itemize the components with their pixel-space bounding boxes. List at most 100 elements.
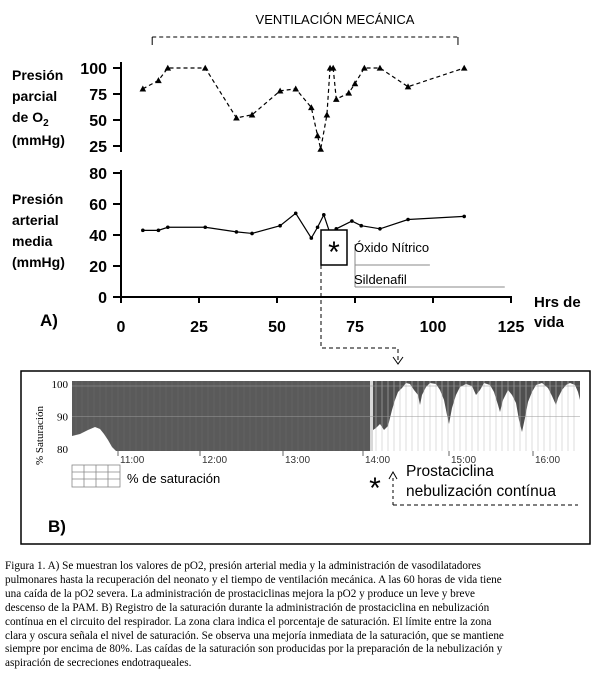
pam-point — [156, 228, 161, 233]
po2-point — [276, 87, 284, 94]
pam-y-ticks: 80 60 40 20 0 — [89, 166, 121, 307]
pam-point — [309, 236, 314, 240]
pam-ylabel-line-1: Presión — [12, 191, 63, 207]
prostacyclin-label-line-1: Prostaciclina — [406, 463, 494, 480]
po2-point — [361, 64, 368, 71]
po2-point — [404, 83, 412, 90]
po2-ylabel-subscript: 2 — [43, 118, 49, 129]
monitor-left-dark — [72, 381, 371, 451]
pam-xtick-label: 25 — [190, 319, 208, 336]
pam-point — [166, 225, 170, 230]
caption-line-4: descenso de la PAM. B) Registro de la sa… — [5, 601, 490, 614]
caption-line-3: una caída de la pO2 severa. La administr… — [5, 587, 476, 600]
pam-xtick-label: 0 — [117, 319, 126, 336]
connector-arrowhead — [392, 356, 404, 365]
pam-point — [203, 225, 208, 230]
po2-ylabel-line-3: de O2 — [12, 109, 49, 129]
ventilation-label: VENTILACIÓN MECÁNICA — [256, 12, 415, 27]
pam-xtick-label: 75 — [346, 319, 364, 336]
po2-ytick-label: 50 — [89, 113, 107, 130]
monitor-strip — [72, 381, 580, 451]
saturation-xtick-label: 11:00 — [120, 455, 145, 466]
pam-series — [141, 211, 467, 240]
asterisk-box — [320, 229, 348, 266]
panel-b-asterisk: * — [369, 472, 381, 505]
po2-point — [314, 132, 321, 139]
pam-line — [142, 212, 465, 240]
po2-point — [233, 114, 240, 121]
pam-ytick-label: 60 — [89, 197, 107, 214]
pam-point — [315, 225, 320, 230]
po2-ylabel-line-1: Presión — [12, 67, 63, 83]
po2-point — [139, 85, 147, 92]
saturation-x-ticks: 11:00 12:00 13:00 14:00 15:00 16:00 — [117, 451, 560, 466]
pam-xtick-label: 125 — [498, 319, 525, 336]
po2-ylabel-line-2: parcial — [12, 88, 57, 104]
po2-point — [292, 85, 300, 92]
nitric-oxide-label: Óxido Nítrico — [354, 240, 429, 255]
po2-point — [201, 64, 209, 71]
saturation-y-ticks: 100 90 80 — [52, 379, 69, 456]
saturation-xtick-label: 16:00 — [535, 455, 560, 466]
po2-line — [142, 67, 465, 150]
pam-ytick-label: 0 — [98, 290, 107, 307]
caption-line-6: clara y oscura señala el nivel de satura… — [5, 629, 504, 642]
prostacyclin-label-line-2: nebulización contínua — [406, 483, 556, 500]
pam-point — [322, 213, 326, 217]
po2-point — [308, 104, 315, 111]
po2-ytick-label: 75 — [89, 87, 107, 104]
caption-line-7: siempre por encima de 80%. Las caídas de… — [5, 643, 503, 656]
panel-b-label: B) — [48, 517, 66, 536]
pam-point — [293, 211, 298, 216]
pam-ylabel: Presión arterial media (mmHg) — [12, 191, 65, 270]
saturation-ytick-label: 80 — [57, 444, 69, 456]
po2-point — [376, 64, 384, 71]
pam-xlabel-line-1: Hrs de — [534, 294, 581, 311]
pam-point — [462, 214, 467, 219]
pam-ylabel-line-2: arterial — [12, 212, 59, 228]
po2-point — [332, 95, 340, 102]
po2-point — [351, 80, 359, 87]
po2-point — [155, 77, 162, 84]
pam-xtick-label: 50 — [268, 319, 286, 336]
prostacyclin-arrowhead — [388, 470, 398, 480]
saturation-ylabel: % Saturación — [34, 406, 46, 465]
pam-point — [234, 230, 239, 234]
po2-point — [317, 145, 324, 152]
pam-point — [406, 217, 410, 222]
saturation-xtick-label: 14:00 — [365, 455, 390, 466]
saturation-light-right — [373, 383, 580, 451]
pam-x-ticks: 0 25 50 75 100 125 — [117, 297, 525, 336]
pam-point — [359, 223, 364, 228]
po2-ylabel-line-3-main: de O — [12, 109, 43, 125]
sildenafil-label: Sildenafil — [354, 272, 407, 287]
pam-ytick-label: 20 — [89, 259, 107, 276]
caption-line-2: pulmonares hasta la recuperación del neo… — [5, 573, 502, 586]
po2-point — [323, 111, 331, 118]
po2-ytick-label: 100 — [80, 61, 107, 78]
caption-line-8: aspiración de secreciones endotraqueales… — [5, 657, 192, 670]
figure-canvas: VENTILACIÓN MECÁNICA Presión parcial de … — [12, 12, 591, 545]
po2-point — [460, 64, 468, 71]
saturation-light-left — [72, 427, 116, 451]
treatment-lines — [354, 244, 505, 288]
po2-point — [329, 64, 337, 71]
pam-point — [278, 223, 282, 228]
asterisk-mark: * — [328, 236, 340, 269]
po2-point — [248, 111, 256, 118]
pam-point — [350, 219, 354, 223]
caption-line-1: Figura 1. A) Se muestran los valores de … — [5, 560, 481, 572]
monitor-light-grid — [72, 381, 580, 451]
po2-point — [164, 64, 172, 71]
saturation-legend-label: % de saturación — [127, 471, 220, 486]
pam-point — [378, 227, 382, 231]
caption-line-5: contínua en el circuito del respirador. … — [5, 615, 492, 628]
saturation-ytick-label: 90 — [57, 412, 69, 424]
pam-xlabel-line-2: vida — [534, 314, 565, 331]
figure-caption: Figura 1. A) Se muestran los valores de … — [5, 560, 597, 671]
po2-y-ticks: 100 75 50 25 — [80, 61, 121, 156]
saturation-ytick-label: 100 — [52, 379, 69, 391]
po2-ylabel: Presión parcial de O2 (mmHg) — [12, 67, 65, 148]
monitor-divider — [370, 381, 373, 451]
pam-point — [141, 228, 145, 233]
